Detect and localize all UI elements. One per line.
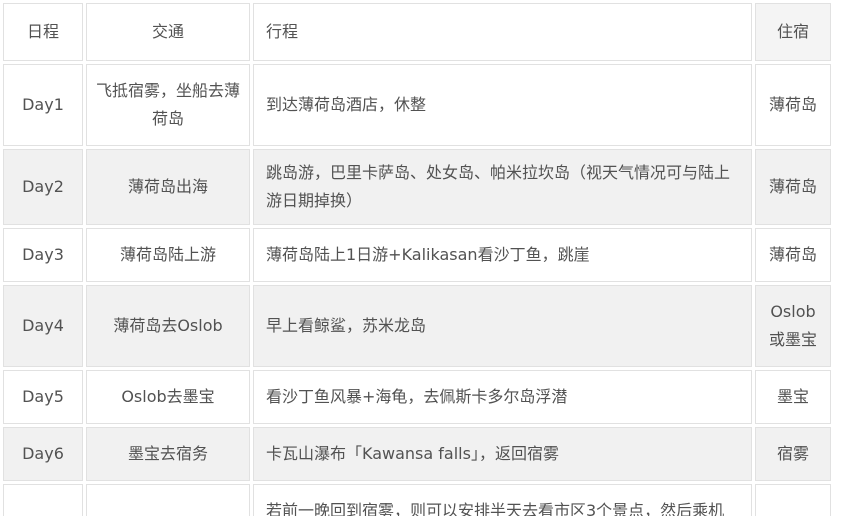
column-header-day: 日程 <box>3 3 83 61</box>
stay-cell: 薄荷岛 <box>755 149 831 225</box>
table-row: Day4 薄荷岛去Oslob 早上看鲸鲨，苏米龙岛 Oslob 或墨宝 <box>3 285 831 367</box>
transport-cell: 墨宝去宿务 <box>86 427 250 481</box>
transport-cell: Oslob去墨宝 <box>86 370 250 424</box>
day-cell: Day5 <box>3 370 83 424</box>
itinerary-cell: 薄荷岛陆上1日游+Kalikasan看沙丁鱼，跳崖 <box>253 228 752 282</box>
itinerary-cell: 到达薄荷岛酒店，休整 <box>253 64 752 146</box>
itinerary-cell: 跳岛游，巴里卡萨岛、处女岛、帕米拉坎岛（视天气情况可与陆上游日期掉换） <box>253 149 752 225</box>
table-row: Day7 返回中国 若前一晚回到宿雾，则可以安排半天去看市区3个景点，然后乘机回… <box>3 484 831 516</box>
table-row: Day3 薄荷岛陆上游 薄荷岛陆上1日游+Kalikasan看沙丁鱼，跳崖 薄荷… <box>3 228 831 282</box>
table-row: Day6 墨宝去宿务 卡瓦山瀑布「Kawansa falls」，返回宿雾 宿雾 <box>3 427 831 481</box>
stay-cell: 薄荷岛 <box>755 64 831 146</box>
itinerary-cell: 看沙丁鱼风暴+海龟，去佩斯卡多尔岛浮潜 <box>253 370 752 424</box>
table-row: Day1 飞抵宿雾，坐船去薄荷岛 到达薄荷岛酒店，休整 薄荷岛 <box>3 64 831 146</box>
transport-cell: 薄荷岛出海 <box>86 149 250 225</box>
day-cell: Day6 <box>3 427 83 481</box>
day-cell: Day2 <box>3 149 83 225</box>
stay-cell: 薄荷岛 <box>755 228 831 282</box>
table-row: Day5 Oslob去墨宝 看沙丁鱼风暴+海龟，去佩斯卡多尔岛浮潜 墨宝 <box>3 370 831 424</box>
stay-cell: Oslob 或墨宝 <box>755 285 831 367</box>
transport-cell: 飞抵宿雾，坐船去薄荷岛 <box>86 64 250 146</box>
itinerary-cell: 早上看鲸鲨，苏米龙岛 <box>253 285 752 367</box>
day-cell: Day4 <box>3 285 83 367</box>
day-cell: Day7 <box>3 484 83 516</box>
column-header-transport: 交通 <box>86 3 250 61</box>
stay-cell: 宿雾 <box>755 427 831 481</box>
table-row: Day2 薄荷岛出海 跳岛游，巴里卡萨岛、处女岛、帕米拉坎岛（视天气情况可与陆上… <box>3 149 831 225</box>
day-cell: Day1 <box>3 64 83 146</box>
table-header-row: 日程 交通 行程 住宿 <box>3 3 831 61</box>
transport-cell: 薄荷岛去Oslob <box>86 285 250 367</box>
stay-cell: – <box>755 484 831 516</box>
day-cell: Day3 <box>3 228 83 282</box>
column-header-itinerary: 行程 <box>253 3 752 61</box>
transport-cell: 返回中国 <box>86 484 250 516</box>
itinerary-cell: 卡瓦山瀑布「Kawansa falls」，返回宿雾 <box>253 427 752 481</box>
stay-cell: 墨宝 <box>755 370 831 424</box>
column-header-stay: 住宿 <box>755 3 831 61</box>
transport-cell: 薄荷岛陆上游 <box>86 228 250 282</box>
itinerary-table: 日程 交通 行程 住宿 Day1 飞抵宿雾，坐船去薄荷岛 到达薄荷岛酒店，休整 … <box>3 3 831 516</box>
itinerary-cell: 若前一晚回到宿雾，则可以安排半天去看市区3个景点，然后乘机回国 <box>253 484 752 516</box>
